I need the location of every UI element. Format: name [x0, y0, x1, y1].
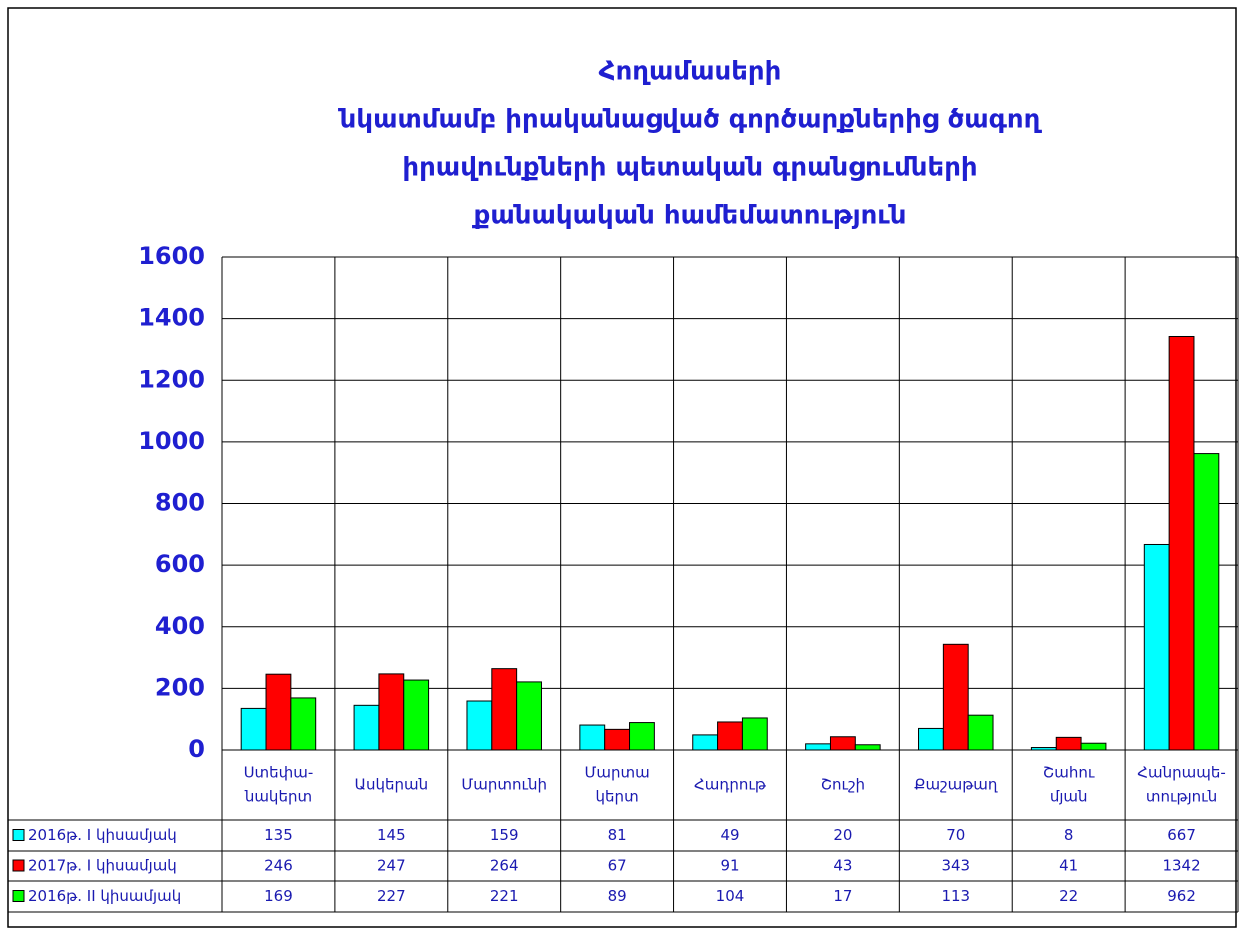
bar — [1168, 335, 1195, 751]
bar — [692, 734, 719, 751]
x-tick-label: տություն — [1146, 788, 1217, 806]
bar — [854, 744, 881, 751]
bar — [1143, 543, 1170, 751]
table-cell: 49 — [720, 826, 739, 844]
bar — [967, 714, 994, 751]
y-tick-label: 0 — [188, 735, 205, 763]
x-tick-label: Ստեփա- — [244, 764, 314, 782]
table-cell: 104 — [716, 887, 745, 905]
y-tick-label: 600 — [155, 550, 205, 578]
bar — [741, 717, 768, 751]
bar — [717, 721, 743, 751]
bar — [491, 668, 518, 751]
table-cell: 1342 — [1162, 857, 1200, 875]
table-cell: 145 — [377, 826, 406, 844]
table-cell: 20 — [833, 826, 852, 844]
chart-title: Հողամասերի — [599, 57, 782, 87]
table-cell: 227 — [377, 887, 406, 905]
y-tick-label: 1000 — [138, 427, 205, 455]
bar — [579, 724, 606, 751]
x-tick-label: մյան — [1050, 788, 1088, 806]
table-cell: 41 — [1059, 857, 1078, 875]
legend-swatch — [12, 890, 25, 902]
bar — [1030, 747, 1057, 751]
table-cell: 247 — [377, 857, 406, 875]
table-cell: 89 — [608, 887, 627, 905]
table-cell: 43 — [833, 857, 852, 875]
x-tick-label: Մարտա — [585, 764, 650, 782]
bar — [353, 704, 380, 751]
bar — [240, 707, 267, 751]
table-cell: 8 — [1064, 826, 1074, 844]
table-cell: 264 — [490, 857, 519, 875]
bar — [1193, 453, 1220, 751]
bar — [829, 736, 856, 751]
bar — [918, 727, 944, 751]
table-cell: 17 — [833, 887, 852, 905]
table-cell: 135 — [264, 826, 293, 844]
x-tick-label: Մարտունի — [461, 776, 547, 794]
chart-title: իրավունքների պետական գրանցումների — [402, 153, 977, 183]
chart-title: քանակական համեմատություն — [472, 201, 907, 231]
bar — [378, 673, 405, 751]
table-cell: 169 — [264, 887, 293, 905]
bar — [604, 728, 631, 751]
x-tick-label: Շուշի — [821, 776, 865, 794]
x-tick-label: Շահու — [1043, 764, 1095, 782]
bar — [290, 697, 317, 751]
y-tick-label: 200 — [155, 673, 205, 701]
chart-title: նկատմամբ իրականացված գործարքներից ծագող — [338, 105, 1043, 135]
legend-label: 2016թ. I կիսամյակ — [28, 826, 177, 844]
x-tick-label: կերտ — [596, 788, 639, 806]
x-tick-label: Քաշաթաղ — [914, 776, 998, 794]
bar — [629, 722, 655, 751]
legend-label: 2017թ. I կիսամյակ — [28, 857, 177, 875]
x-tick-label: Հադրութ — [694, 776, 767, 794]
x-tick-label: Հանրապե- — [1137, 764, 1226, 782]
y-tick-label: 1200 — [138, 365, 205, 393]
table-cell: 81 — [608, 826, 627, 844]
x-tick-label: նակերտ — [244, 788, 312, 806]
legend-swatch — [12, 859, 25, 872]
bar — [466, 700, 493, 751]
y-tick-label: 1400 — [138, 304, 205, 332]
bar — [403, 679, 430, 751]
y-tick-label: 1600 — [138, 242, 205, 270]
bar — [1055, 736, 1082, 751]
bar — [516, 681, 542, 751]
table-cell: 113 — [941, 887, 970, 905]
table-cell: 159 — [490, 826, 519, 844]
x-tick-label: Ասկերան — [355, 776, 429, 794]
table-cell: 91 — [720, 857, 739, 875]
legend-swatch — [12, 829, 25, 841]
bar — [1080, 742, 1107, 751]
table-cell: 667 — [1167, 826, 1196, 844]
table-cell: 22 — [1059, 887, 1078, 905]
y-tick-label: 800 — [155, 489, 205, 517]
frame — [7, 7, 1237, 928]
legend-label: 2016թ. II կիսամյակ — [28, 887, 181, 905]
y-tick-label: 400 — [155, 612, 205, 640]
table-cell: 962 — [1167, 887, 1196, 905]
table-cell: 70 — [946, 826, 965, 844]
table-cell: 343 — [941, 857, 970, 875]
bar — [942, 643, 969, 751]
bar — [265, 673, 292, 751]
table-cell: 246 — [264, 857, 293, 875]
bar — [805, 743, 831, 751]
table-cell: 221 — [490, 887, 519, 905]
table-cell: 67 — [608, 857, 627, 875]
